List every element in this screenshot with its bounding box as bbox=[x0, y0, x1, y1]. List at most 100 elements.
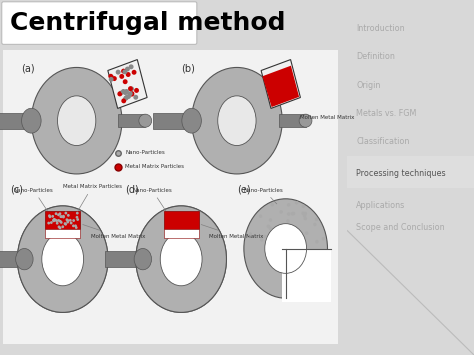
Circle shape bbox=[292, 212, 295, 215]
Circle shape bbox=[123, 96, 128, 101]
Circle shape bbox=[118, 91, 123, 95]
Ellipse shape bbox=[18, 206, 108, 312]
Circle shape bbox=[287, 212, 291, 216]
Circle shape bbox=[48, 214, 51, 217]
Circle shape bbox=[121, 89, 126, 94]
Ellipse shape bbox=[265, 224, 307, 273]
Circle shape bbox=[126, 94, 131, 99]
Circle shape bbox=[295, 201, 298, 204]
Circle shape bbox=[269, 218, 272, 222]
Circle shape bbox=[124, 89, 129, 94]
Circle shape bbox=[121, 69, 126, 73]
Circle shape bbox=[126, 72, 131, 77]
Circle shape bbox=[134, 88, 139, 93]
Circle shape bbox=[112, 76, 117, 81]
Circle shape bbox=[287, 203, 291, 207]
Ellipse shape bbox=[16, 248, 33, 270]
Text: Centrifugal method: Centrifugal method bbox=[10, 11, 286, 35]
Circle shape bbox=[291, 212, 294, 215]
Circle shape bbox=[301, 212, 305, 215]
Circle shape bbox=[47, 222, 50, 224]
Circle shape bbox=[64, 222, 66, 225]
Circle shape bbox=[50, 221, 53, 224]
Circle shape bbox=[259, 214, 262, 218]
Text: Introduction: Introduction bbox=[356, 24, 405, 33]
Text: Nano-Particles: Nano-Particles bbox=[126, 150, 165, 155]
Circle shape bbox=[129, 91, 134, 96]
Circle shape bbox=[67, 214, 70, 217]
Circle shape bbox=[53, 218, 55, 221]
Circle shape bbox=[280, 210, 283, 214]
Circle shape bbox=[128, 64, 134, 69]
Ellipse shape bbox=[244, 199, 328, 298]
Ellipse shape bbox=[160, 233, 202, 286]
FancyBboxPatch shape bbox=[282, 248, 331, 302]
Circle shape bbox=[116, 70, 120, 75]
Circle shape bbox=[75, 216, 78, 219]
Circle shape bbox=[322, 237, 325, 240]
Text: Metal Matrix Particles: Metal Matrix Particles bbox=[63, 184, 122, 211]
Circle shape bbox=[62, 215, 65, 218]
FancyBboxPatch shape bbox=[164, 211, 199, 229]
Polygon shape bbox=[108, 60, 147, 108]
Circle shape bbox=[305, 231, 309, 235]
Circle shape bbox=[128, 91, 133, 96]
FancyBboxPatch shape bbox=[2, 2, 197, 44]
Circle shape bbox=[109, 74, 113, 79]
Circle shape bbox=[119, 74, 124, 79]
Circle shape bbox=[271, 203, 274, 207]
Circle shape bbox=[66, 221, 69, 224]
Text: Origin: Origin bbox=[356, 81, 381, 90]
Circle shape bbox=[75, 226, 78, 229]
Circle shape bbox=[67, 219, 69, 222]
Ellipse shape bbox=[57, 96, 96, 146]
Circle shape bbox=[59, 220, 62, 223]
Polygon shape bbox=[261, 60, 301, 108]
Circle shape bbox=[303, 212, 307, 215]
Text: Applications: Applications bbox=[356, 201, 406, 211]
Circle shape bbox=[248, 232, 252, 236]
Text: Molten Metal Matrix: Molten Metal Matrix bbox=[83, 225, 145, 239]
Circle shape bbox=[303, 214, 306, 218]
Circle shape bbox=[123, 79, 128, 84]
Circle shape bbox=[72, 224, 75, 227]
FancyBboxPatch shape bbox=[153, 113, 191, 129]
Ellipse shape bbox=[134, 248, 152, 270]
Circle shape bbox=[128, 86, 133, 91]
Text: Molten Metal Matrix: Molten Metal Matrix bbox=[300, 115, 354, 120]
Circle shape bbox=[121, 98, 126, 103]
Text: (a): (a) bbox=[21, 64, 35, 74]
Circle shape bbox=[303, 217, 307, 220]
Circle shape bbox=[54, 219, 57, 222]
Circle shape bbox=[133, 95, 138, 100]
Text: (b): (b) bbox=[181, 64, 195, 74]
Ellipse shape bbox=[218, 96, 256, 146]
Circle shape bbox=[59, 215, 62, 218]
Circle shape bbox=[62, 215, 65, 218]
Circle shape bbox=[315, 240, 319, 244]
Circle shape bbox=[266, 225, 270, 228]
Circle shape bbox=[76, 218, 79, 221]
Circle shape bbox=[301, 204, 305, 208]
Circle shape bbox=[129, 92, 134, 97]
Ellipse shape bbox=[299, 114, 312, 127]
Circle shape bbox=[123, 90, 128, 95]
Circle shape bbox=[125, 67, 130, 72]
Circle shape bbox=[122, 69, 128, 74]
Bar bbox=[347, 156, 474, 188]
Ellipse shape bbox=[136, 206, 227, 312]
Circle shape bbox=[286, 219, 290, 223]
FancyBboxPatch shape bbox=[0, 113, 31, 129]
Circle shape bbox=[65, 218, 68, 221]
Circle shape bbox=[48, 215, 51, 218]
Ellipse shape bbox=[182, 108, 201, 133]
Ellipse shape bbox=[22, 108, 41, 133]
Circle shape bbox=[132, 70, 137, 75]
Circle shape bbox=[57, 225, 60, 228]
FancyBboxPatch shape bbox=[3, 50, 338, 344]
Circle shape bbox=[64, 212, 67, 214]
Circle shape bbox=[76, 212, 79, 214]
Text: (c): (c) bbox=[10, 185, 23, 195]
Text: Nano-Particles: Nano-Particles bbox=[244, 188, 283, 204]
Circle shape bbox=[57, 219, 60, 222]
